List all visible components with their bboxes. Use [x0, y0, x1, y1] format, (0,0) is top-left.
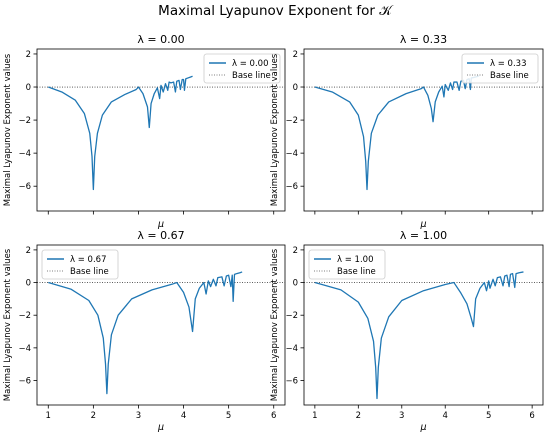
x-axis-label: μ	[157, 219, 164, 230]
legend-label-series: λ = 0.33	[490, 59, 526, 69]
y-tick-label: −2	[285, 116, 298, 126]
subplot-title: λ = 1.00	[400, 229, 447, 242]
plot-frame	[36, 244, 286, 406]
x-tick-label: 2	[91, 411, 96, 421]
legend: λ = 0.33 Base line	[461, 53, 539, 84]
x-axis-label: μ	[419, 422, 426, 433]
legend-box	[308, 249, 386, 280]
subplot-0: λ = 0.00 2 0 −2 −4 −6 μ Maximal Lyapunov Expone…	[3, 33, 286, 230]
legend: λ = 1.00 Base line	[308, 249, 386, 280]
legend-label-series: λ = 0.67	[70, 255, 106, 265]
y-tick-label: 0	[26, 279, 31, 289]
x-tick-label: 6	[529, 411, 534, 421]
x-tick-label: 2	[356, 411, 361, 421]
y-tick-label: −6	[285, 377, 298, 387]
y-tick-label: −2	[18, 116, 31, 126]
y-tick-label: 0	[293, 83, 298, 93]
y-tick-label: −6	[285, 182, 298, 192]
series-line	[48, 75, 193, 191]
y-tick-label: −4	[18, 149, 31, 159]
x-tick-label: 1	[46, 411, 51, 421]
y-axis-label: Maximal Lyapunov Exponent values	[3, 53, 13, 206]
y-tick-label: −2	[285, 311, 298, 321]
x-tick-label: 3	[399, 411, 404, 421]
legend: λ = 0.00 Base line	[203, 53, 281, 84]
plot-frame	[303, 244, 544, 406]
y-tick-label: −4	[285, 149, 298, 159]
y-tick-label: 2	[293, 50, 298, 60]
y-tick-label: −2	[18, 311, 31, 321]
subplot-2: λ = 0.67 1 2 3 4 5 6 2 0 −2 −4 −6 μ Maximal Lyapunov …	[3, 229, 286, 433]
subplot-title: λ = 0.00	[137, 33, 184, 46]
y-tick-label: −4	[18, 344, 31, 354]
y-tick-label: −4	[285, 344, 298, 354]
legend-label-baseline: Base line	[490, 71, 529, 81]
subplot-3: λ = 1.00 1 2 3 4 5 6 2 0 −2 −4 −6 μ Maximal Lyapunov …	[270, 229, 544, 433]
plot-frame	[303, 48, 544, 212]
x-tick-label: 3	[136, 411, 141, 421]
x-tick-label: 4	[443, 411, 448, 421]
legend-box	[461, 53, 539, 84]
legend-label-baseline: Base line	[70, 267, 109, 277]
y-tick-label: −6	[18, 377, 31, 387]
plot-frame	[36, 48, 286, 212]
x-tick-label: 5	[226, 411, 231, 421]
series-line	[314, 271, 524, 400]
legend-label-baseline: Base line	[337, 267, 376, 277]
subplot-title: λ = 0.33	[400, 33, 447, 46]
y-tick-label: 0	[293, 279, 298, 289]
legend-label-baseline: Base line	[232, 71, 271, 81]
y-tick-label: −6	[18, 182, 31, 192]
series-line	[314, 75, 480, 191]
legend-label-series: λ = 0.00	[232, 59, 268, 69]
x-tick-label: 4	[181, 411, 186, 421]
subplot-title: λ = 0.67	[137, 229, 184, 242]
x-axis-label: μ	[157, 422, 164, 433]
legend-box	[203, 53, 281, 84]
legend-box	[41, 249, 119, 280]
x-tick-label: 1	[312, 411, 317, 421]
y-tick-label: 2	[26, 50, 31, 60]
series-line	[48, 271, 243, 395]
legend: λ = 0.67 Base line	[41, 249, 119, 280]
subplot-1: λ = 0.33 2 0 −2 −4 −6 μ Maximal Lyapunov Expone…	[270, 33, 544, 230]
y-tick-label: 0	[26, 83, 31, 93]
legend-label-series: λ = 1.00	[337, 255, 373, 265]
x-tick-label: 5	[486, 411, 491, 421]
y-tick-label: 2	[26, 246, 31, 256]
y-axis-label: Maximal Lyapunov Exponent values	[3, 248, 13, 401]
y-tick-label: 2	[293, 246, 298, 256]
y-axis-label: Maximal Lyapunov Exponent values	[270, 53, 280, 206]
figure-title: Maximal Lyapunov Exponent for 𝒦	[158, 3, 394, 19]
y-axis-label: Maximal Lyapunov Exponent values	[270, 248, 280, 401]
x-axis-label: μ	[419, 219, 426, 230]
x-tick-label: 6	[271, 411, 276, 421]
